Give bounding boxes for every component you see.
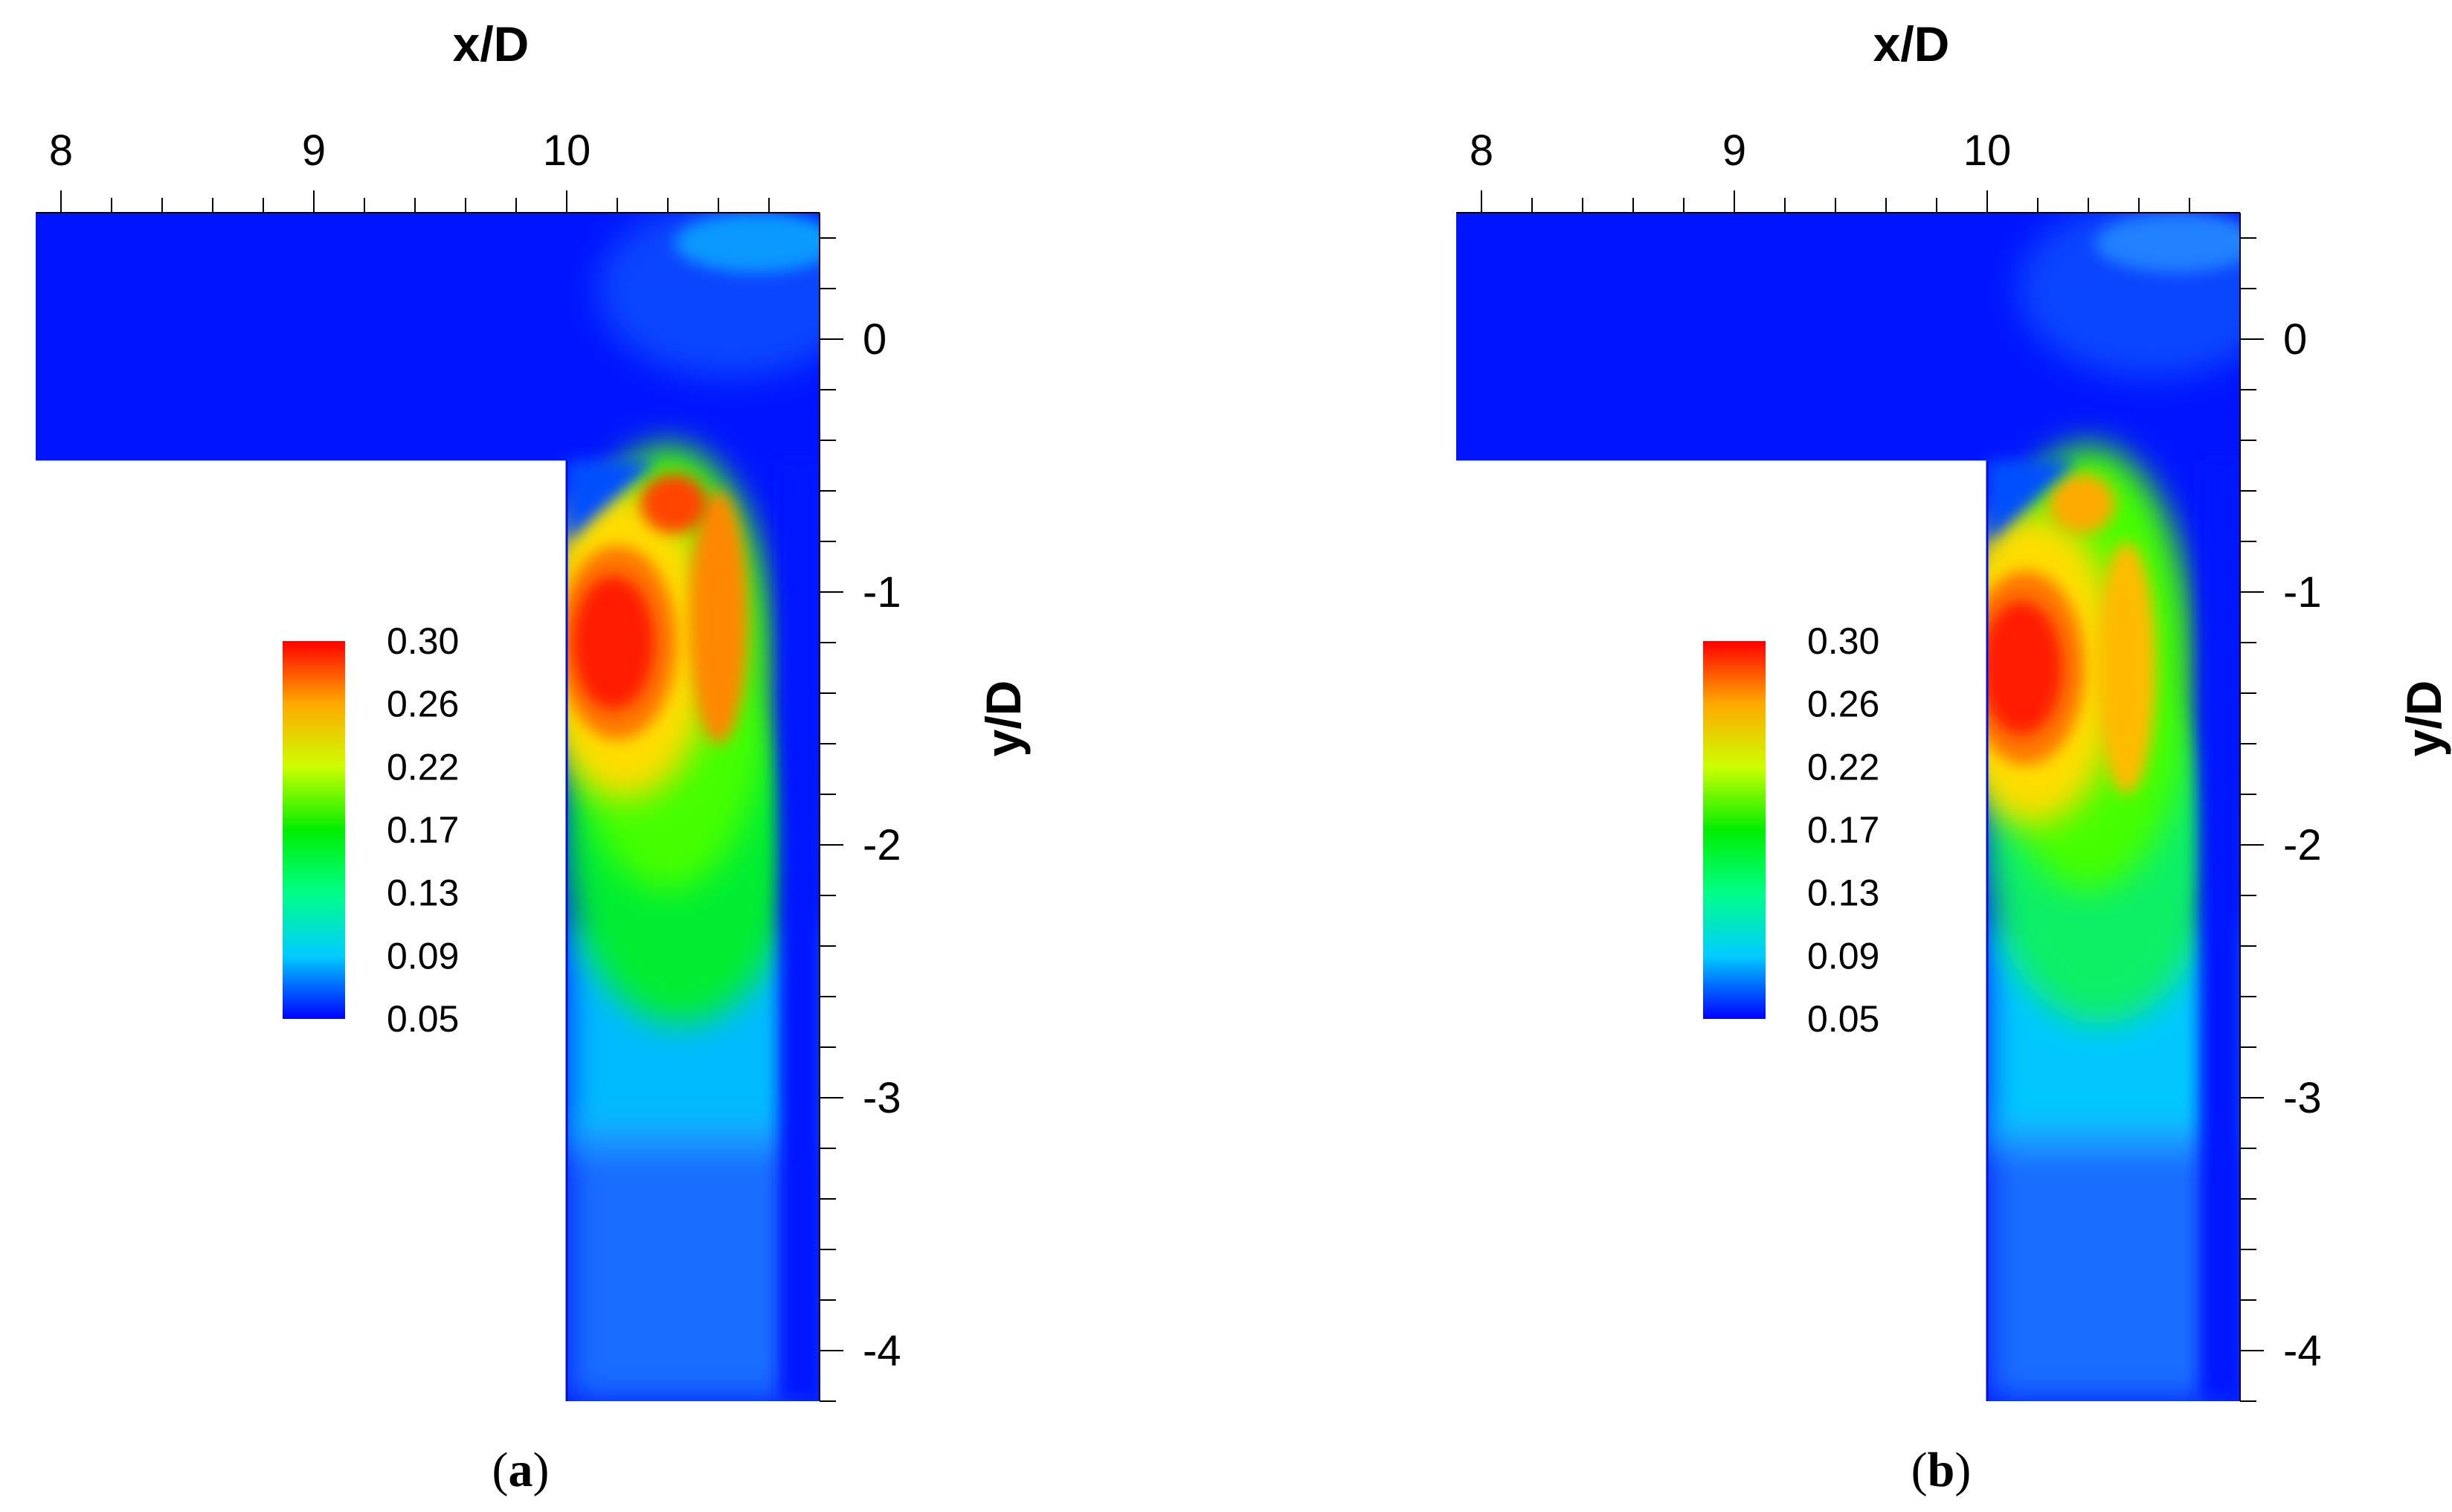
x-axis-b: 8 9 10 x/D bbox=[1456, 16, 2240, 213]
colorbar-ramp bbox=[1703, 641, 1766, 1019]
colorbar-ramp bbox=[283, 641, 345, 1019]
top-spot bbox=[2048, 474, 2115, 533]
y-tick-label: 0 bbox=[2283, 315, 2307, 364]
colorbar-label: 0.30 bbox=[387, 620, 459, 662]
x-axis-a: 8 9 10 x/D bbox=[36, 16, 820, 213]
colorbar-label: 0.13 bbox=[1807, 872, 1879, 914]
colorbar-label: 0.17 bbox=[387, 809, 459, 851]
colorbar-label: 0.26 bbox=[387, 683, 459, 725]
ridge-outer-ridge bbox=[689, 491, 748, 744]
colorbar-label: 0.05 bbox=[387, 998, 459, 1040]
colorbar-label: 0.30 bbox=[1807, 620, 1879, 662]
y-tick-label: 0 bbox=[863, 315, 886, 364]
x-tick-label: 10 bbox=[1963, 126, 2012, 175]
colorbar-label: 0.17 bbox=[1807, 809, 1879, 851]
y-tick-label: -4 bbox=[863, 1327, 901, 1375]
inner-corner bbox=[567, 460, 656, 541]
x-tick-label: 8 bbox=[49, 126, 73, 175]
x-tick-label: 10 bbox=[543, 126, 591, 175]
y-tick-label: -2 bbox=[863, 821, 901, 869]
colorbar-a: 0.30 0.26 0.22 0.17 0.13 0.09 0.05 bbox=[283, 620, 459, 1040]
wall-layer bbox=[779, 460, 820, 1401]
x-axis-title: x/D bbox=[453, 16, 530, 71]
colorbar-label: 0.22 bbox=[1807, 746, 1879, 788]
x-tick-label: 9 bbox=[1722, 126, 1746, 175]
colorbar-label: 0.13 bbox=[387, 872, 459, 914]
corner-halo bbox=[597, 213, 820, 378]
panel-caption: (a) bbox=[492, 1443, 550, 1497]
lower-light-blue bbox=[567, 1123, 820, 1401]
panel-b: 8 9 10x/D0-1-2-3-4y/D0.300.260.220.170.130… bbox=[1456, 16, 2451, 1497]
peak-primary-peak bbox=[1980, 601, 2062, 735]
colorbar-label: 0.09 bbox=[1807, 935, 1879, 977]
wall-layer bbox=[2199, 460, 2240, 1401]
y-axis-title: y/D bbox=[976, 681, 1031, 757]
y-axis-title: y/D bbox=[2396, 681, 2451, 757]
x-tick-label: 8 bbox=[1470, 126, 1493, 175]
x-axis-title: x/D bbox=[1873, 16, 1950, 71]
colorbar-label: 0.09 bbox=[387, 935, 459, 977]
contour-field-a bbox=[535, 213, 820, 1401]
colorbar-label: 0.22 bbox=[387, 746, 459, 788]
colorbar-label: 0.05 bbox=[1807, 998, 1879, 1040]
y-tick-label: -4 bbox=[2283, 1327, 2322, 1375]
top-spot bbox=[640, 474, 707, 533]
y-axis-b: 0 -1 -2 -3 -4 y/D bbox=[2239, 213, 2451, 1402]
corner-halo bbox=[2018, 213, 2240, 378]
panel-caption: (b) bbox=[1911, 1443, 1972, 1497]
y-tick-label: -1 bbox=[2283, 568, 2322, 617]
lower-light-blue bbox=[1987, 1123, 2240, 1401]
y-tick-label: -1 bbox=[863, 568, 901, 617]
ridge-outer-ridge bbox=[2097, 541, 2156, 794]
peak-primary-peak bbox=[573, 576, 654, 710]
colorbar-b: 0.30 0.26 0.22 0.17 0.13 0.09 0.05 bbox=[1703, 620, 1879, 1040]
y-axis-a: 0 -1 -2 -3 -4 y/D bbox=[819, 213, 1031, 1402]
contour-field-b bbox=[1943, 213, 2240, 1401]
x-tick-label: 9 bbox=[302, 126, 326, 175]
colorbar-label: 0.26 bbox=[1807, 683, 1879, 725]
y-tick-label: -3 bbox=[863, 1074, 901, 1122]
y-tick-label: -3 bbox=[2283, 1074, 2322, 1122]
inner-corner bbox=[1987, 460, 2076, 541]
panel-a: 8 9 10x/D0-1-2-3-4y/D0.300.260.220.170.130… bbox=[36, 16, 1031, 1497]
y-tick-label: -2 bbox=[2283, 821, 2322, 869]
